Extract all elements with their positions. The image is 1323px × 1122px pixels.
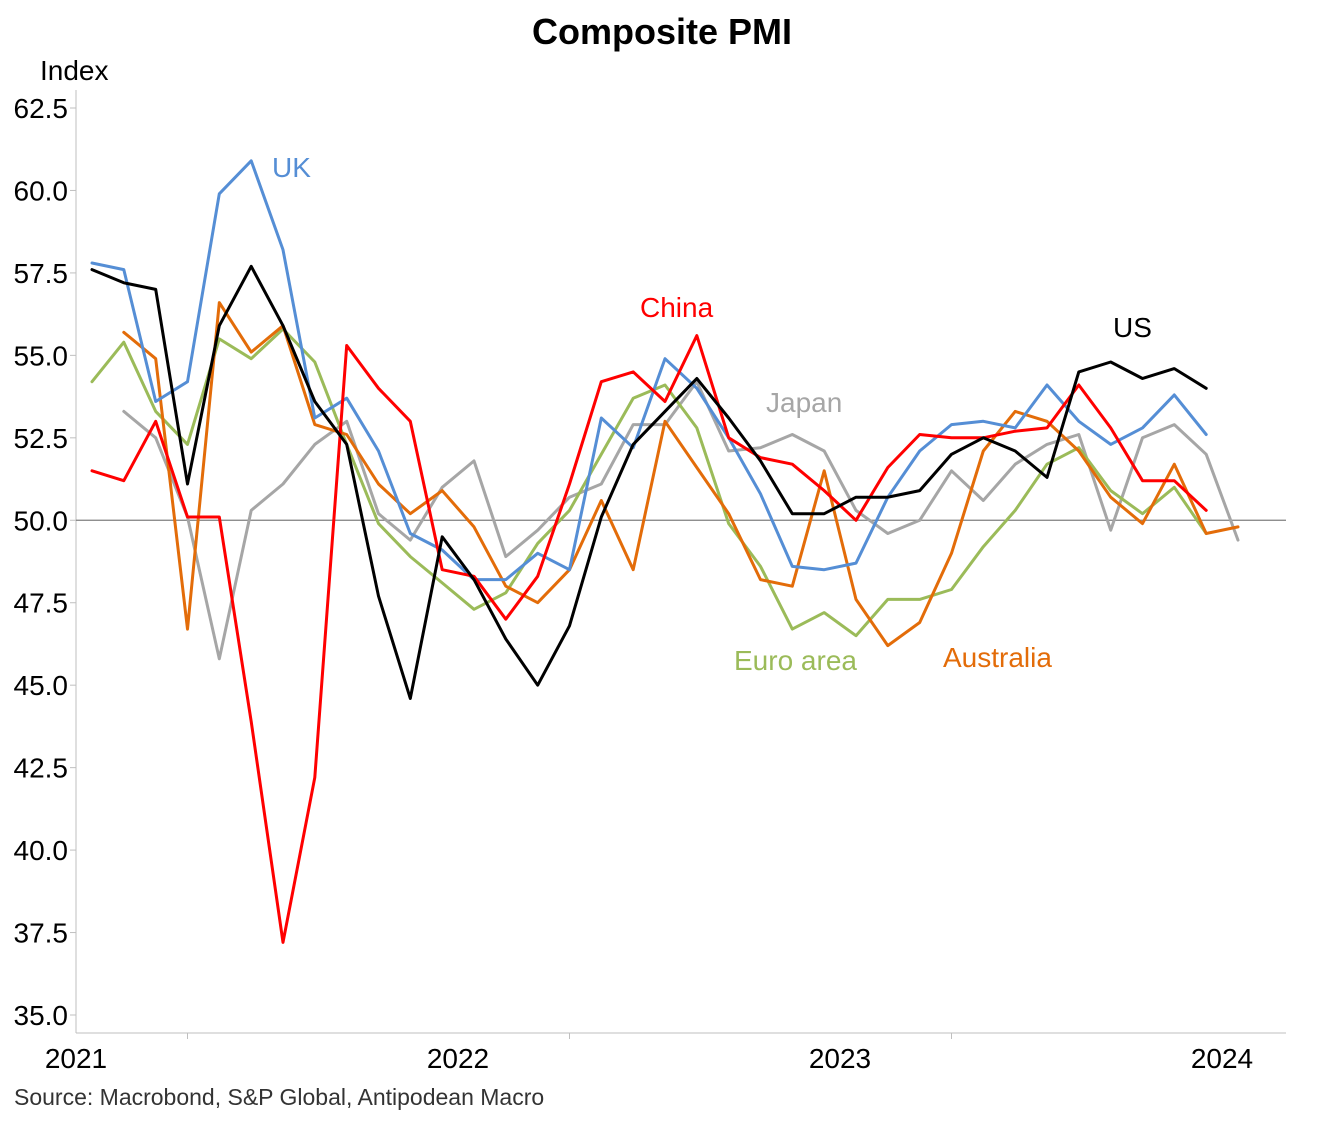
y-tick-label: 50.0: [14, 505, 69, 536]
series-line-uk: [90, 159, 1208, 582]
y-tick-label: 55.0: [14, 340, 69, 371]
y-tick-label: 52.5: [14, 423, 69, 454]
label-us: US: [1113, 312, 1152, 343]
x-tick-label: 2022: [427, 1043, 489, 1074]
y-tick-label: 62.5: [14, 93, 69, 124]
x-tick-label: 2021: [45, 1043, 107, 1074]
chart-title: Composite PMI: [532, 11, 792, 52]
axes: 35.0 37.5 40.0 42.5 45.0 47.5 50.0 52.5 55.0 57.5…: [14, 90, 1286, 1074]
source-note: Source: Macrobond, S&P Global, Antipodea…: [14, 1084, 544, 1110]
y-tick-label: 57.5: [14, 258, 69, 289]
label-australia: Australia: [943, 642, 1052, 673]
series-lines: [90, 159, 1240, 944]
y-tick-label: 60.0: [14, 175, 69, 206]
series-line-japan: [122, 380, 1240, 661]
x-tick-label: 2024: [1191, 1043, 1253, 1074]
y-tick-label: 40.0: [14, 835, 69, 866]
label-uk: UK: [272, 152, 311, 183]
x-tick-label: 2023: [809, 1043, 871, 1074]
series-line-euro-area: [90, 327, 1208, 638]
y-axis-label: Index: [40, 55, 109, 86]
y-tick-label: 37.5: [14, 918, 69, 949]
label-china: China: [640, 292, 714, 323]
series-line-us: [90, 264, 1208, 700]
series-line-australia: [122, 301, 1240, 648]
label-japan: Japan: [766, 387, 842, 418]
label-euro-area: Euro area: [734, 645, 857, 676]
y-tick-label: 47.5: [14, 588, 69, 619]
y-tick-label: 35.0: [14, 1000, 69, 1031]
series-line-china: [90, 334, 1208, 944]
y-tick-label: 42.5: [14, 753, 69, 784]
y-tick-label: 45.0: [14, 670, 69, 701]
